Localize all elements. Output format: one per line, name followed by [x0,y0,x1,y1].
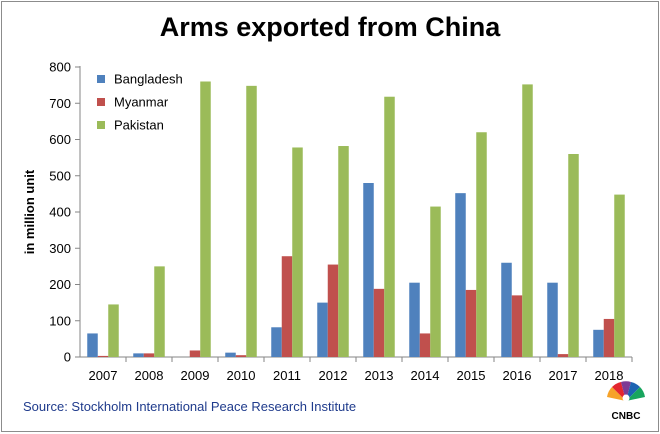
bar-pakistan-2010 [246,85,257,357]
bar-bangladesh-2017 [547,282,558,357]
legend-swatch-bangladesh [97,75,105,83]
bar-myanmar-2010 [235,355,247,357]
bar-myanmar-2011 [281,256,293,357]
y-tick-label: 0 [64,350,71,365]
bar-pakistan-2016 [522,84,533,358]
bar-pakistan-2018 [614,194,625,357]
bar-bangladesh-2012 [317,302,328,357]
bar-pakistan-2014 [430,206,441,357]
x-tick-label: 2007 [89,368,118,383]
bar-pakistan-2015 [476,132,487,357]
x-tick-label: 2017 [549,368,578,383]
bar-bangladesh-2014 [409,282,420,357]
y-tick-label: 500 [49,168,71,183]
bar-myanmar-2016 [511,295,523,357]
bar-bangladesh-2018 [593,329,604,357]
x-tick-label: 2012 [319,368,348,383]
x-tick-label: 2015 [457,368,486,383]
x-tick-label: 2010 [227,368,256,383]
bar-bangladesh-2010 [225,352,236,357]
bar-chart: 0 100 200 300 400 500 600 700 800 in million unit… [22,60,633,383]
x-tick-label: 2008 [135,368,164,383]
y-tick-label: 100 [49,313,71,328]
bar-myanmar-2009 [189,350,201,357]
bar-bangladesh-2007 [87,333,98,357]
legend-label-pakistan: Pakistan [114,118,164,133]
bar-myanmar-2008 [143,353,155,357]
bar-bangladesh-2016 [501,262,512,357]
legend-swatch-pakistan [97,121,105,129]
bar-myanmar-2017 [557,354,569,357]
y-tick-label: 200 [49,277,71,292]
y-tick-label: 300 [49,241,71,256]
chart-title: Arms exported from China [159,12,501,42]
bar-myanmar-2012 [327,264,339,357]
source-note: Source: Stockholm International Peace Re… [23,399,357,414]
bar-pakistan-2013 [384,96,395,357]
x-tick-label: 2016 [503,368,532,383]
bar-pakistan-2017 [568,154,579,357]
bar-myanmar-2015 [465,289,477,357]
bar-pakistan-2011 [292,147,303,357]
logo-text: CNBC [612,411,641,422]
x-tick-label: 2009 [181,368,210,383]
bar-myanmar-2013 [373,288,385,357]
bar-pakistan-2009 [200,81,211,357]
y-tick-label: 600 [49,132,71,147]
x-tick-label: 2013 [365,368,394,383]
legend-swatch-myanmar [97,98,105,106]
bar-pakistan-2012 [338,146,349,357]
bar-myanmar-2007 [97,355,109,357]
x-tick-label: 2011 [273,368,301,383]
bar-bangladesh-2015 [455,193,466,357]
bar-myanmar-2014 [419,333,431,357]
bar-bangladesh-2011 [271,327,282,357]
cnbc-logo: CNBC [607,381,645,422]
x-tick-label: 2014 [411,368,440,383]
legend-label-bangladesh: Bangladesh [114,72,183,87]
bar-pakistan-2008 [154,266,165,357]
bar-pakistan-2007 [108,304,119,357]
y-axis-title: in million unit [22,169,37,254]
y-tick-label: 700 [49,96,71,111]
y-tick-label: 800 [49,60,71,75]
bar-bangladesh-2013 [363,183,374,357]
bar-myanmar-2018 [603,318,615,357]
y-tick-label: 400 [49,205,71,220]
legend-label-myanmar: Myanmar [114,95,169,110]
x-tick-label: 2018 [595,368,624,383]
bar-bangladesh-2008 [133,353,144,357]
